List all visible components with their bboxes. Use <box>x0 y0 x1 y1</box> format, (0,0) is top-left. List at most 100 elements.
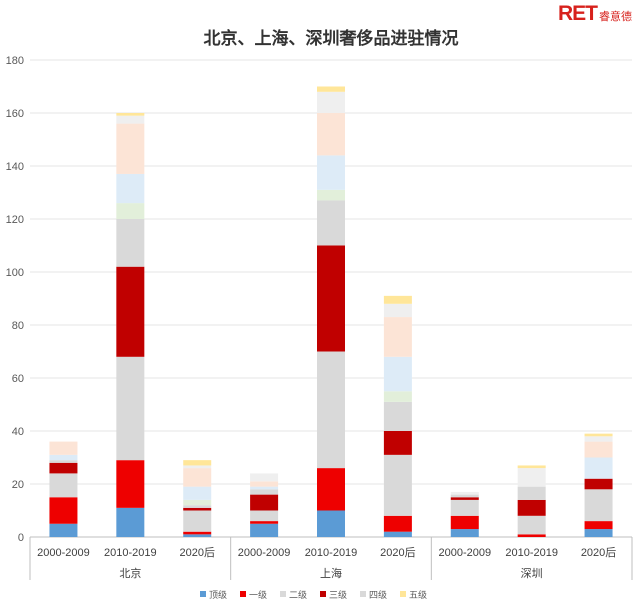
y-tick-label: 120 <box>6 214 24 226</box>
bar-segment <box>383 531 412 537</box>
y-tick-label: 100 <box>6 267 24 279</box>
x-tick-label: 2010-2019 <box>305 547 358 559</box>
x-tick-label: 2020后 <box>581 546 616 559</box>
bar-segment <box>49 497 78 524</box>
bar-segment <box>584 521 613 530</box>
bar-segment <box>450 494 479 498</box>
bar-segment <box>183 507 212 511</box>
bar-segment <box>383 454 412 516</box>
bar-segment <box>183 460 212 466</box>
y-tick-label: 0 <box>18 532 24 544</box>
bar-segment <box>116 507 145 537</box>
x-tick-label: 2000-2009 <box>438 547 491 559</box>
bar-segment <box>250 523 279 537</box>
bar-segment <box>116 115 145 124</box>
bar-segment <box>317 91 345 113</box>
group-label: 上海 <box>320 566 342 580</box>
y-tick-label: 40 <box>12 426 24 438</box>
legend-swatch <box>320 591 326 597</box>
legend-swatch <box>280 591 286 597</box>
legend-swatch <box>400 591 406 597</box>
legend-label: 四级 <box>369 589 387 601</box>
bar-segment <box>383 317 412 357</box>
y-tick-label: 180 <box>6 55 24 67</box>
bar-segment <box>383 356 412 392</box>
bar-segment <box>183 486 212 500</box>
legend-label: 顶级 <box>209 589 227 601</box>
bar-segment <box>49 460 78 463</box>
bar-segment <box>450 499 479 516</box>
x-tick-label: 2020后 <box>179 546 214 559</box>
bar-segment <box>250 481 279 487</box>
x-tick-label: 2010-2019 <box>505 547 558 559</box>
bar-segment <box>317 113 345 156</box>
chart-title: 北京、上海、深圳奢侈品进驻情况 <box>204 28 459 49</box>
bar-segment <box>49 462 78 474</box>
bar-segment <box>116 356 145 461</box>
bar-segment <box>383 391 412 402</box>
bar-segment <box>317 86 345 92</box>
logo-subtitle: 睿意德 <box>599 10 632 23</box>
bar-segment <box>49 473 78 498</box>
x-tick-label: 2020后 <box>380 546 415 559</box>
bar-segment <box>383 303 412 318</box>
bar-segment <box>183 505 212 508</box>
bar-segment <box>116 460 145 508</box>
bar-segment <box>317 245 345 352</box>
bar-segment <box>584 433 613 437</box>
bar-segment <box>517 465 546 469</box>
bar-segment <box>584 441 613 458</box>
bar-segment <box>584 436 613 442</box>
bar-segment <box>49 454 78 461</box>
bar-segment <box>116 266 145 357</box>
bar-segment <box>317 189 345 201</box>
bar-segment <box>250 473 279 482</box>
legend-label: 二级 <box>289 589 307 601</box>
group-label: 深圳 <box>521 567 543 580</box>
bar-segment <box>383 295 412 304</box>
bar-segment <box>250 510 279 522</box>
y-tick-label: 60 <box>12 373 24 385</box>
legend-label: 三级 <box>329 589 347 601</box>
legend-swatch <box>240 591 246 597</box>
bar-segment <box>49 441 78 455</box>
bar-segment <box>383 515 412 532</box>
bar-segment <box>517 468 546 487</box>
bar-segment <box>317 351 345 469</box>
y-tick-label: 20 <box>12 479 24 491</box>
ret-logo: RET 睿意德 <box>558 2 632 26</box>
bar-segment <box>317 468 345 511</box>
bar-segment <box>450 491 479 495</box>
bar-segment <box>584 478 613 490</box>
bar-segment <box>250 494 279 511</box>
y-tick-label: 140 <box>6 161 24 173</box>
bar-segment <box>450 497 479 500</box>
bar-segment <box>584 529 613 537</box>
legend-swatch <box>360 591 366 597</box>
bar-segment <box>183 499 212 506</box>
legend-swatch <box>200 591 206 597</box>
bar-segment <box>49 523 78 537</box>
logo-mark: RET <box>558 2 598 25</box>
legend-label: 一级 <box>249 589 267 601</box>
bar-segment <box>517 499 546 516</box>
y-tick-label: 80 <box>12 320 24 332</box>
bar-segment <box>183 534 212 537</box>
bar-segment <box>383 401 412 431</box>
bar-segment <box>116 219 145 267</box>
bar-segment <box>584 489 613 522</box>
y-tick-label: 160 <box>6 108 24 120</box>
bar-segment <box>517 486 546 500</box>
bar-segment <box>116 113 145 116</box>
bar-segment <box>317 155 345 190</box>
group-label: 北京 <box>119 566 141 580</box>
bar-segment <box>317 200 345 246</box>
bar-segment <box>250 489 279 495</box>
bar-segment <box>450 515 479 530</box>
bar-segment <box>383 431 412 455</box>
bar-segment <box>250 521 279 524</box>
bar-segment <box>183 468 212 487</box>
x-tick-label: 2010-2019 <box>104 547 157 559</box>
x-tick-label: 2000-2009 <box>37 547 90 559</box>
